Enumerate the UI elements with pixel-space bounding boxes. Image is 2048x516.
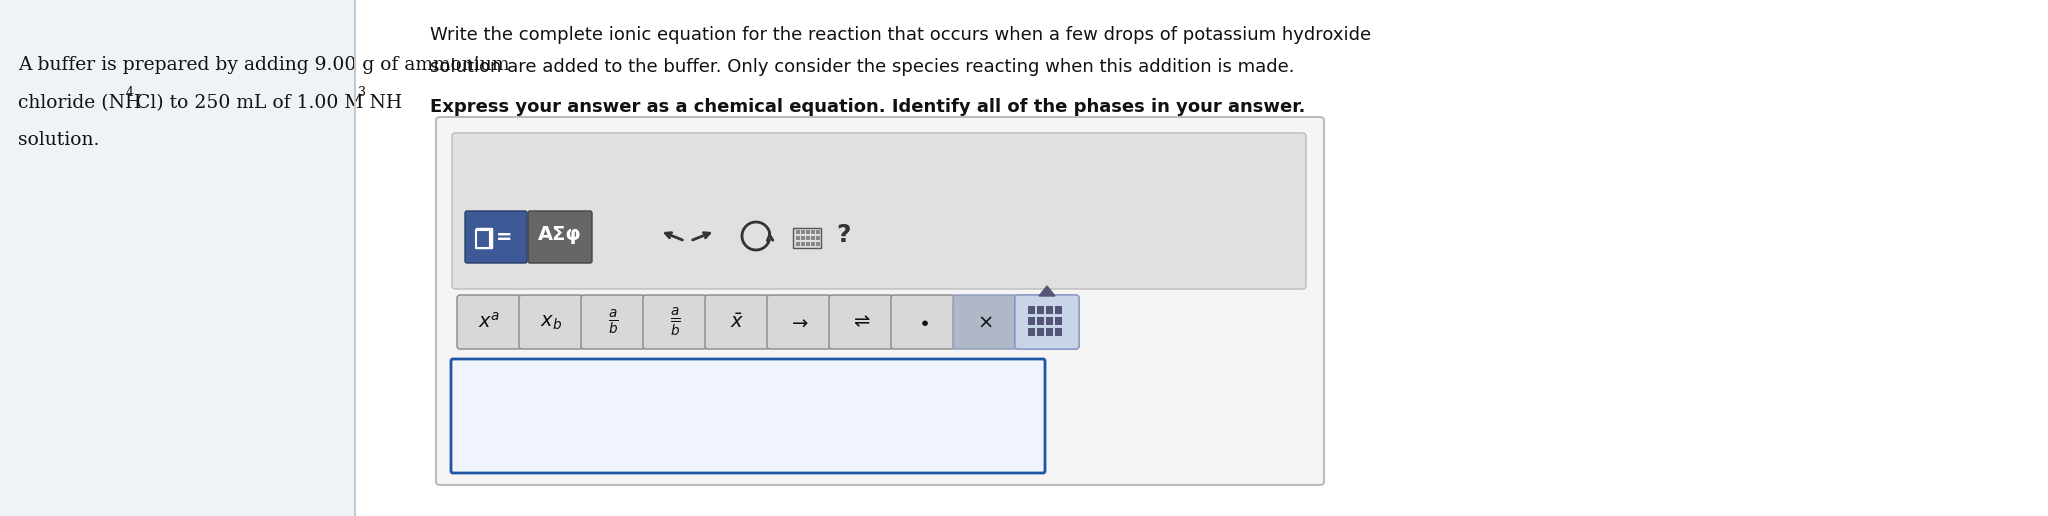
FancyBboxPatch shape bbox=[891, 295, 954, 349]
Bar bbox=[793, 228, 821, 248]
Bar bbox=[811, 230, 815, 234]
Text: Write the complete ionic equation for the reaction that occurs when a few drops : Write the complete ionic equation for th… bbox=[430, 26, 1370, 44]
Bar bbox=[475, 228, 492, 248]
Bar bbox=[1028, 317, 1034, 325]
Text: $\frac{a}{b}$: $\frac{a}{b}$ bbox=[608, 308, 618, 336]
FancyBboxPatch shape bbox=[952, 295, 1018, 349]
Bar bbox=[1055, 328, 1063, 336]
FancyBboxPatch shape bbox=[1016, 295, 1079, 349]
Bar bbox=[1028, 306, 1034, 314]
FancyBboxPatch shape bbox=[643, 295, 707, 349]
Bar bbox=[801, 242, 805, 246]
FancyBboxPatch shape bbox=[457, 295, 520, 349]
Text: 4: 4 bbox=[127, 86, 133, 99]
FancyBboxPatch shape bbox=[465, 211, 526, 263]
Bar bbox=[1028, 328, 1034, 336]
FancyBboxPatch shape bbox=[451, 359, 1044, 473]
Bar bbox=[801, 236, 805, 240]
Text: $\rightleftharpoons$: $\rightleftharpoons$ bbox=[850, 313, 872, 331]
Text: ?: ? bbox=[836, 223, 850, 247]
Bar bbox=[811, 236, 815, 240]
Text: $\bar{x}$: $\bar{x}$ bbox=[729, 313, 743, 331]
Bar bbox=[807, 236, 809, 240]
Text: ΑΣφ: ΑΣφ bbox=[539, 225, 582, 245]
FancyBboxPatch shape bbox=[1016, 295, 1079, 349]
Text: 3: 3 bbox=[358, 86, 367, 99]
Bar bbox=[1036, 328, 1044, 336]
Text: Cl) to 250 mL of 1.00 M NH: Cl) to 250 mL of 1.00 M NH bbox=[135, 94, 401, 112]
FancyBboxPatch shape bbox=[453, 133, 1307, 289]
Bar bbox=[807, 230, 809, 234]
Text: $\times$: $\times$ bbox=[977, 313, 993, 331]
Bar bbox=[1047, 306, 1053, 314]
Text: chloride (NH: chloride (NH bbox=[18, 94, 141, 112]
Bar bbox=[807, 242, 809, 246]
Bar bbox=[1055, 317, 1063, 325]
FancyBboxPatch shape bbox=[768, 295, 831, 349]
FancyBboxPatch shape bbox=[705, 295, 768, 349]
Bar bbox=[815, 236, 819, 240]
FancyBboxPatch shape bbox=[829, 295, 893, 349]
Bar bbox=[815, 242, 819, 246]
Bar bbox=[1047, 317, 1053, 325]
Text: $x^a$: $x^a$ bbox=[477, 312, 500, 332]
Bar bbox=[1036, 306, 1044, 314]
Bar bbox=[797, 230, 799, 234]
Text: $\rightarrow$: $\rightarrow$ bbox=[788, 313, 809, 331]
FancyBboxPatch shape bbox=[518, 295, 584, 349]
Text: Express your answer as a chemical equation. Identify all of the phases in your a: Express your answer as a chemical equati… bbox=[430, 98, 1305, 116]
Bar bbox=[1047, 328, 1053, 336]
Text: A buffer is prepared by adding 9.00 g of ammonium: A buffer is prepared by adding 9.00 g of… bbox=[18, 56, 510, 74]
Bar bbox=[1036, 317, 1044, 325]
Bar bbox=[1055, 306, 1063, 314]
Text: solution are added to the buffer. Only consider the species reacting when this a: solution are added to the buffer. Only c… bbox=[430, 58, 1294, 76]
Bar bbox=[797, 236, 799, 240]
Bar bbox=[801, 230, 805, 234]
Bar bbox=[797, 242, 799, 246]
FancyBboxPatch shape bbox=[436, 117, 1323, 485]
FancyBboxPatch shape bbox=[582, 295, 645, 349]
FancyBboxPatch shape bbox=[528, 211, 592, 263]
Text: $\bullet$: $\bullet$ bbox=[918, 313, 928, 331]
Text: $\frac{a}{\overline{b}}$: $\frac{a}{\overline{b}}$ bbox=[670, 305, 680, 338]
Text: $x_b$: $x_b$ bbox=[541, 313, 561, 331]
Bar bbox=[815, 230, 819, 234]
FancyBboxPatch shape bbox=[0, 0, 354, 516]
Bar bbox=[811, 242, 815, 246]
Bar bbox=[475, 230, 489, 248]
Polygon shape bbox=[1038, 286, 1055, 296]
Text: solution.: solution. bbox=[18, 131, 100, 149]
Text: =: = bbox=[496, 228, 512, 247]
